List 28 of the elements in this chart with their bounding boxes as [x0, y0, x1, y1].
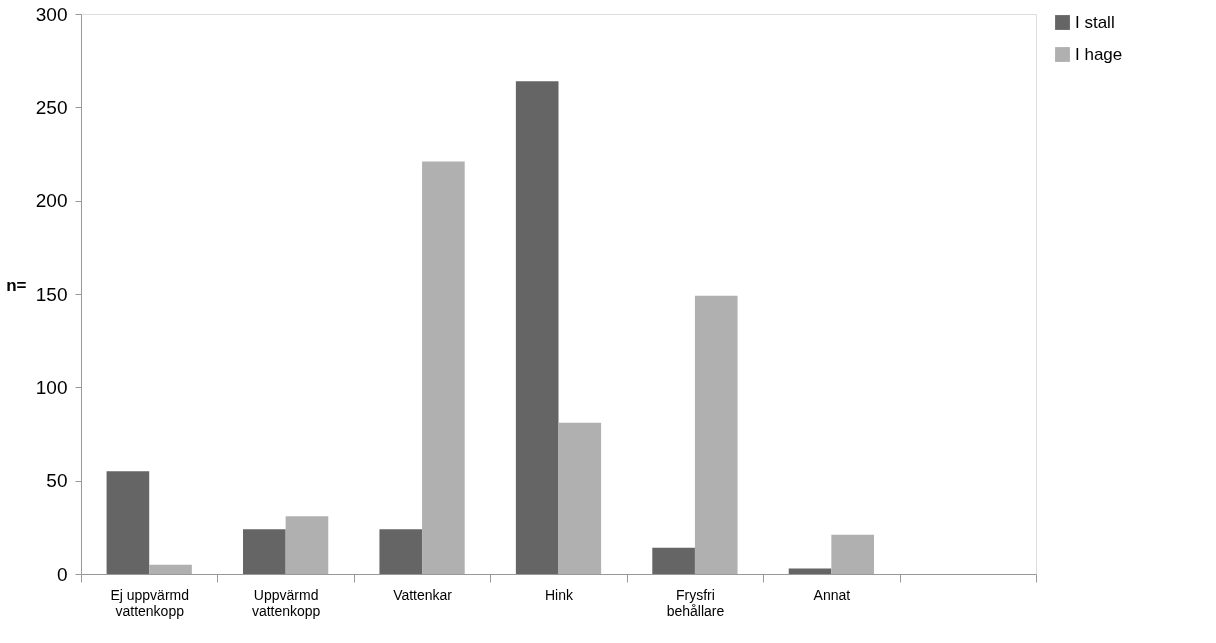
bar	[106, 471, 150, 574]
x-tick-label: Frysfri behållare	[666, 586, 725, 619]
x-tick-label: Hink	[544, 586, 574, 603]
y-tick-label: 250	[35, 96, 68, 118]
y-tick-label: 200	[35, 190, 68, 212]
y-tick-label: 100	[35, 376, 68, 398]
y-tick-label: 50	[46, 470, 68, 492]
legend-label: I stall	[1075, 12, 1115, 32]
bar	[694, 295, 738, 574]
bar	[558, 422, 602, 574]
y-tick-label: 0	[56, 563, 68, 585]
legend-label: I hage	[1075, 44, 1123, 64]
bar	[379, 529, 423, 574]
bar	[788, 568, 832, 574]
x-tick-label: Annat	[813, 586, 851, 603]
x-tick-label: Uppvärmd vattenkopp	[251, 586, 321, 619]
y-tick-label: 150	[35, 283, 68, 305]
bar	[831, 534, 874, 574]
bar	[515, 81, 559, 574]
bar	[652, 547, 695, 574]
x-tick-label: Vattenkar	[393, 586, 453, 603]
y-axis-title: n=	[6, 275, 27, 295]
bar	[243, 529, 286, 574]
bar	[285, 516, 329, 574]
bar	[422, 161, 465, 574]
x-tick-label: Ej uppvärmd vattenkopp	[110, 586, 190, 619]
bar	[149, 564, 192, 574]
y-tick-label: 300	[35, 3, 68, 25]
